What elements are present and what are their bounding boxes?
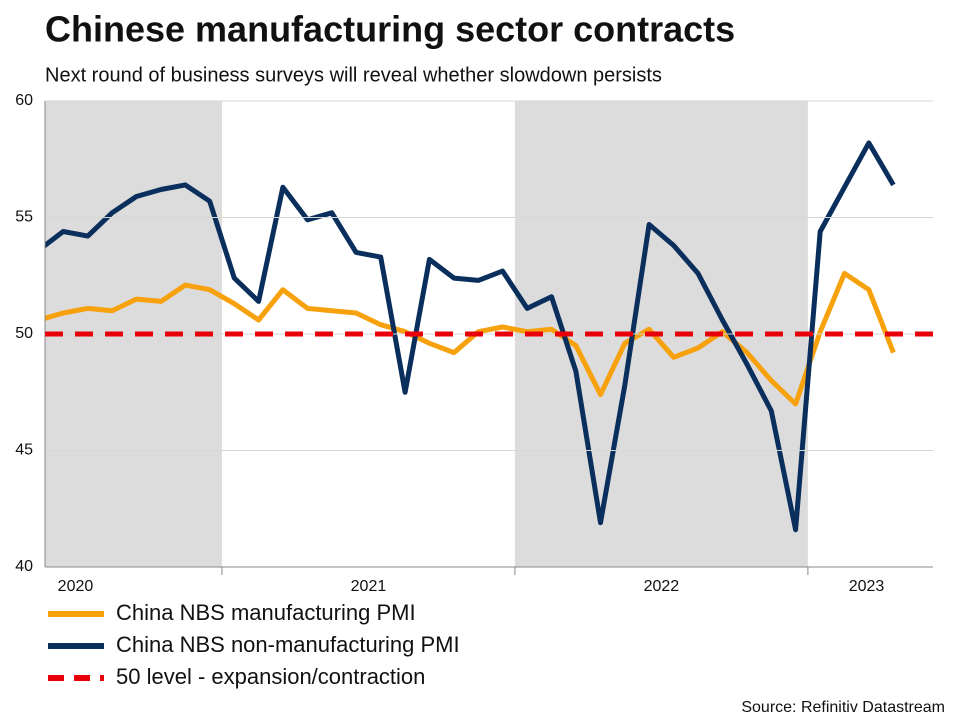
chart-subtitle: Next round of business surveys will reve… [45, 64, 662, 86]
legend-label: 50 level - expansion/contraction [116, 664, 425, 689]
x-tick-label: 2020 [58, 578, 94, 595]
y-tick-label: 60 [15, 92, 33, 109]
series-line [45, 140, 896, 533]
x-tick-label: 2022 [644, 578, 680, 595]
series-line [45, 270, 896, 407]
y-tick-label: 45 [15, 442, 33, 459]
source: Source: Refinitiv Datastream [741, 699, 945, 716]
x-tick-label: 2023 [849, 578, 885, 595]
y-tick-label: 55 [15, 209, 33, 226]
y-tick-label: 50 [15, 325, 33, 342]
legend-label: China NBS non-manufacturing PMI [116, 632, 460, 657]
legend-label: China NBS manufacturing PMI [116, 600, 416, 625]
y-tick-label: 40 [15, 558, 33, 575]
x-tick-label: 2021 [351, 578, 387, 595]
chart-title: Chinese manufacturing sector contracts [45, 9, 735, 50]
